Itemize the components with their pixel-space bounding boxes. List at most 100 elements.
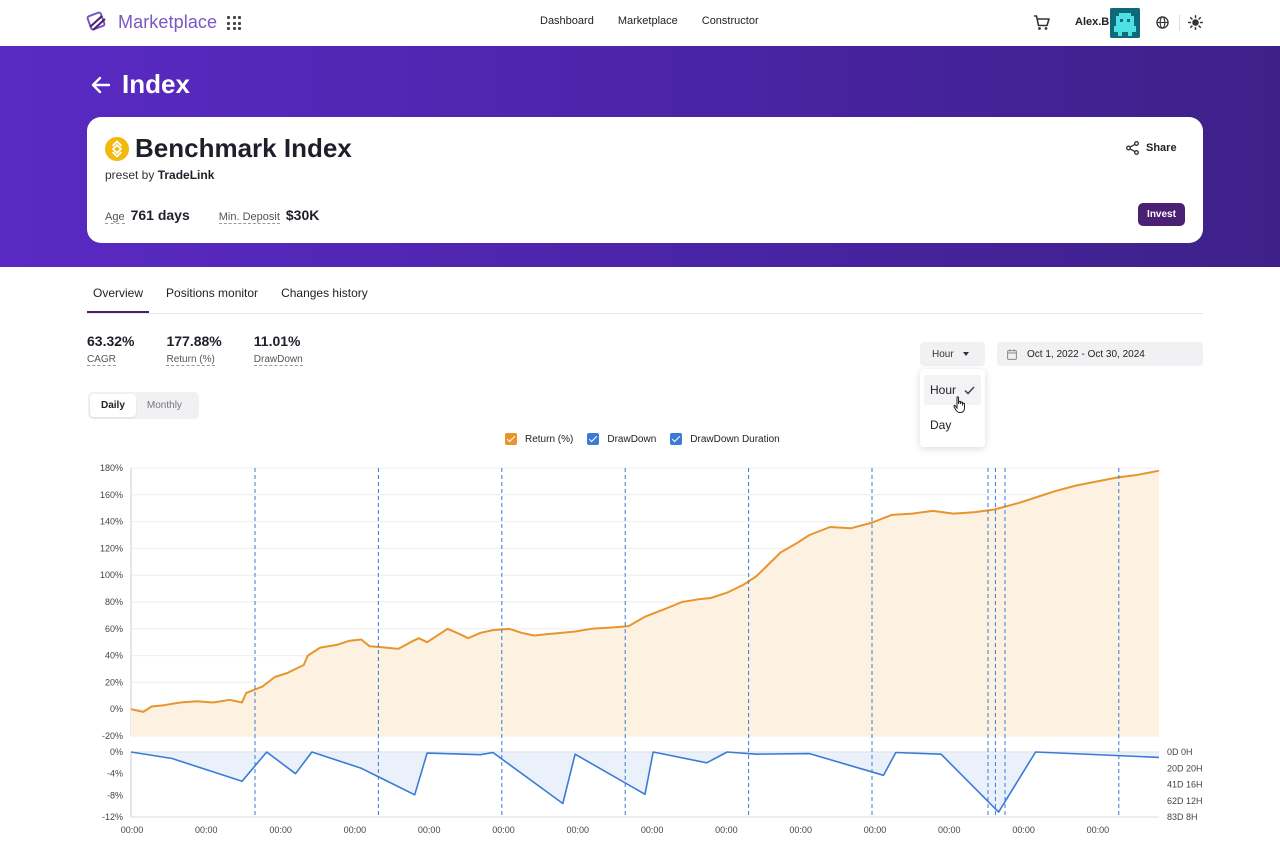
x-tick-label: 00:00	[715, 825, 738, 835]
logo[interactable]: Marketplace	[86, 9, 217, 35]
date-range-picker[interactable]: Oct 1, 2022 - Oct 30, 2024	[997, 342, 1203, 366]
return-area	[131, 470, 1159, 736]
stat-value: 11.01%	[253, 333, 301, 349]
legend-return[interactable]: Return (%)	[505, 433, 573, 445]
logo-icon	[86, 11, 106, 31]
page-title: Index	[122, 69, 190, 99]
main-nav: Dashboard Marketplace Constructor	[540, 15, 759, 27]
period-option-day[interactable]: Day	[924, 410, 981, 440]
checkbox-icon	[587, 433, 600, 445]
y-tick-label: 20%	[105, 677, 123, 687]
share-button[interactable]: Share	[1126, 141, 1177, 155]
y-tick-label: -8%	[107, 790, 123, 800]
option-label: Day	[930, 418, 952, 432]
y-tick-label: 80%	[105, 597, 123, 607]
y-tick-label: 140%	[100, 517, 123, 527]
preset-author[interactable]: TradeLink	[157, 168, 215, 182]
x-tick-label: 00:00	[789, 825, 812, 835]
avatar[interactable]	[1110, 8, 1140, 38]
x-tick-label: 00:00	[938, 825, 961, 835]
y-tick-label: 100%	[100, 570, 123, 580]
y-tick-label: 120%	[100, 543, 123, 553]
top-navbar: Marketplace Dashboard Marketplace Constr…	[0, 0, 1280, 46]
chart-legend: Return (%) DrawDown DrawDown Duration	[505, 433, 780, 445]
view-toggle: Daily Monthly	[88, 392, 199, 419]
stat-label: DrawDown	[253, 354, 303, 366]
tab-changes-history[interactable]: Changes history	[281, 286, 368, 300]
tab-overview[interactable]: Overview	[87, 280, 150, 314]
x-tick-label: 00:00	[418, 825, 441, 835]
globe-icon[interactable]	[1156, 16, 1169, 29]
legend-label: DrawDown Duration	[690, 433, 780, 445]
legend-drawdown-duration[interactable]: DrawDown Duration	[670, 433, 780, 445]
period-option-hour[interactable]: Hour	[924, 375, 981, 405]
y-tick-label: -20%	[102, 731, 123, 741]
x-tick-label: 00:00	[641, 825, 664, 835]
legend-drawdown[interactable]: DrawDown	[587, 433, 656, 445]
stats-row: 63.32% CAGR 177.88% Return (%) 11.01% Dr…	[87, 333, 303, 367]
y-tick-label: 0%	[110, 704, 123, 714]
cart-icon[interactable]	[1033, 14, 1051, 32]
back-arrow-icon[interactable]	[90, 76, 110, 94]
y-tick-label: 60%	[105, 624, 123, 634]
x-tick-label: 00:00	[344, 825, 367, 835]
index-title: Benchmark Index	[135, 133, 352, 163]
invest-button[interactable]: Invest	[1138, 203, 1185, 226]
x-tick-label: 00:00	[269, 825, 292, 835]
apps-grid-icon[interactable]	[227, 16, 241, 30]
y-tick-label: -12%	[102, 812, 123, 822]
tabs-divider	[87, 313, 1203, 314]
index-card: Benchmark Index preset by TradeLink Shar…	[87, 117, 1203, 243]
user-name[interactable]: Alex.B	[1075, 16, 1110, 28]
checkbox-icon	[505, 433, 517, 445]
drawdown-area	[131, 752, 1159, 813]
age-value: 761 days	[130, 207, 190, 223]
nav-link-constructor[interactable]: Constructor	[701, 15, 759, 27]
duration-tick-label: 83D 8H	[1167, 812, 1198, 822]
tab-bar: Overview Positions monitor Changes histo…	[87, 280, 385, 314]
y-tick-label: 0%	[110, 747, 123, 757]
legend-label: Return (%)	[525, 433, 574, 445]
nav-divider	[1179, 15, 1180, 31]
min-deposit-label: Min. Deposit	[218, 211, 280, 224]
option-label: Hour	[930, 383, 957, 397]
share-icon	[1126, 141, 1139, 155]
calendar-icon	[1007, 348, 1017, 360]
preset-prefix: preset by	[105, 168, 155, 182]
stat-cagr: 63.32% CAGR	[87, 333, 134, 367]
stat-return: 177.88% Return (%)	[166, 333, 222, 367]
y-tick-label: 40%	[105, 651, 123, 661]
return-line	[130, 469, 1160, 713]
binance-coin-icon	[105, 137, 129, 161]
toggle-daily[interactable]: Daily	[90, 394, 136, 417]
stat-label: Return (%)	[166, 354, 215, 366]
y-tick-label: 180%	[100, 463, 123, 473]
tab-positions-monitor[interactable]: Positions monitor	[166, 286, 259, 300]
y-tick-label: 160%	[100, 490, 123, 500]
stat-drawdown: 11.01% DrawDown	[253, 333, 303, 367]
duration-tick-label: 62D 12H	[1167, 796, 1203, 806]
date-range-value: Oct 1, 2022 - Oct 30, 2024	[1027, 348, 1145, 360]
x-tick-label: 00:00	[195, 825, 218, 835]
period-select-value: Hour	[932, 348, 954, 360]
logo-text: Marketplace	[118, 11, 218, 32]
x-tick-label: 00:00	[1087, 825, 1110, 835]
legend-label: DrawDown	[607, 433, 657, 445]
nav-link-marketplace[interactable]: Marketplace	[617, 15, 678, 27]
preset-info: preset by TradeLink	[105, 168, 214, 182]
nav-link-dashboard[interactable]: Dashboard	[540, 15, 594, 27]
stat-label: CAGR	[87, 354, 116, 366]
toggle-monthly[interactable]: Monthly	[146, 400, 182, 411]
x-tick-label: 00:00	[864, 825, 887, 835]
period-select[interactable]: Hour	[920, 342, 985, 366]
x-tick-label: 00:00	[1012, 825, 1035, 835]
caret-down-icon	[962, 352, 969, 356]
y-tick-label: -4%	[107, 769, 123, 779]
min-deposit-value: $30K	[285, 207, 320, 223]
check-icon	[964, 385, 975, 395]
stat-value: 177.88%	[166, 333, 222, 349]
duration-tick-label: 20D 20H	[1167, 763, 1203, 773]
sun-icon[interactable]	[1188, 15, 1203, 30]
x-tick-label: 00:00	[492, 825, 515, 835]
checkbox-icon	[670, 433, 683, 445]
